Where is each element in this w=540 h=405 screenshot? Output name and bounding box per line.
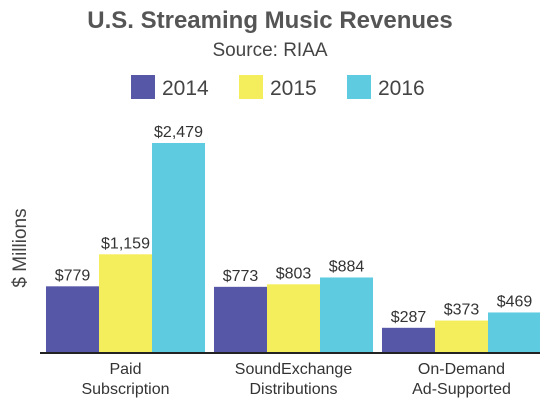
legend-label-2015: 2015 bbox=[270, 77, 317, 100]
category-label-1-line-0: SoundExchange bbox=[235, 361, 353, 378]
bar-2014-0 bbox=[46, 286, 99, 352]
bar-2014-1 bbox=[214, 286, 267, 352]
bar-2016-2 bbox=[488, 312, 540, 352]
value-label-2014-1: $773 bbox=[223, 268, 259, 285]
chart-subtitle: Source: RIAA bbox=[212, 40, 327, 61]
bar-2014-2 bbox=[382, 327, 435, 352]
bars-group: $779 $1,159 $2,479 $773 $803 $884 $287 $373 $469 bbox=[46, 124, 540, 352]
value-label-2016-2: $469 bbox=[497, 293, 533, 310]
bar-2015-0 bbox=[99, 254, 152, 352]
legend-swatch-2015 bbox=[239, 75, 263, 99]
bar-2015-1 bbox=[267, 284, 320, 352]
legend-label-2014: 2014 bbox=[162, 77, 209, 100]
x-axis-labels: Paid Subscription SoundExchange Distributio… bbox=[81, 361, 510, 398]
legend: 2014 2015 2016 bbox=[131, 75, 425, 100]
value-label-2014-2: $287 bbox=[391, 309, 427, 326]
category-label-2-line-1: Ad-Supported bbox=[412, 381, 511, 398]
value-label-2015-2: $373 bbox=[444, 302, 480, 319]
bar-2016-0 bbox=[152, 143, 205, 352]
value-label-2016-0: $2,479 bbox=[154, 124, 203, 141]
legend-swatch-2014 bbox=[131, 75, 155, 99]
value-label-2014-0: $779 bbox=[55, 267, 91, 284]
category-label-0-line-0: Paid bbox=[109, 361, 141, 378]
value-label-2015-0: $1,159 bbox=[101, 235, 150, 252]
category-label-1-line-1: Distributions bbox=[249, 381, 337, 398]
category-label-2-line-0: On-Demand bbox=[418, 361, 505, 378]
legend-swatch-2016 bbox=[347, 75, 371, 99]
value-label-2016-1: $884 bbox=[329, 258, 365, 275]
value-label-2015-1: $803 bbox=[276, 265, 312, 282]
bar-2016-1 bbox=[320, 277, 373, 352]
chart-title: U.S. Streaming Music Revenues bbox=[87, 7, 452, 34]
legend-label-2016: 2016 bbox=[378, 77, 425, 100]
category-label-0-line-1: Subscription bbox=[81, 381, 169, 398]
bar-2015-2 bbox=[435, 320, 488, 352]
y-axis-label: $ Millions bbox=[10, 208, 31, 287]
